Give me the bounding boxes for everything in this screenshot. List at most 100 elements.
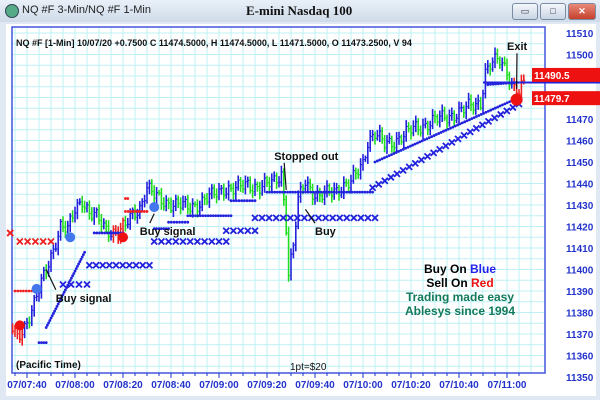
annotation-label: Buy: [315, 226, 337, 238]
stop-dot: [366, 190, 369, 194]
stop-dot: [327, 190, 331, 194]
legend-sell: Sell On Red: [390, 276, 530, 290]
legend-buy: Buy On Blue: [390, 262, 530, 276]
stop-dot: [427, 136, 431, 140]
stop-dot: [196, 214, 200, 218]
stop-x-marker: [375, 180, 383, 188]
x-tick-label: 07/10:40: [439, 380, 479, 391]
stop-dot: [470, 117, 474, 121]
stop-dot: [211, 214, 215, 218]
stop-dot: [167, 227, 171, 231]
stop-dot: [319, 190, 323, 194]
legend-blue: Blue: [470, 262, 497, 276]
stop-x-marker: [59, 280, 67, 289]
annotation-label: Buy signal: [56, 293, 112, 305]
stop-x-marker: [179, 237, 187, 246]
stop-dot: [493, 106, 497, 110]
stop-x-marker: [321, 214, 330, 222]
stop-dot: [108, 231, 112, 235]
stop-x-marker: [6, 229, 14, 237]
stop-dot: [479, 113, 483, 116]
stop-dot: [204, 214, 207, 218]
stop-dot: [283, 190, 287, 194]
price-tag-label: 11479.7: [534, 94, 570, 105]
stop-dot: [44, 326, 48, 329]
stop-x-marker: [99, 261, 107, 269]
stop-dot: [311, 190, 315, 194]
stop-dot: [501, 103, 504, 107]
maximize-button[interactable]: □: [540, 3, 566, 20]
stop-x-marker: [490, 114, 499, 122]
stop-dot: [418, 140, 422, 144]
stop-x-marker: [172, 237, 180, 246]
stop-x-marker: [236, 227, 245, 235]
y-tick-label: 11370: [566, 330, 594, 341]
stop-dot: [348, 190, 351, 194]
stop-dot: [489, 108, 493, 112]
stop-dot: [132, 210, 135, 213]
stop-dot: [175, 220, 179, 224]
stop-x-marker: [145, 261, 154, 269]
stop-dot: [199, 214, 202, 218]
stop-x-marker: [293, 214, 301, 222]
stop-dot: [42, 341, 46, 344]
stop-dot: [27, 289, 31, 293]
stop-dot: [209, 214, 213, 218]
stop-dot: [155, 227, 159, 231]
stop-x-marker: [429, 149, 438, 157]
stop-dot: [224, 214, 228, 218]
stop-dot: [229, 214, 233, 218]
stop-dot: [451, 125, 455, 129]
stop-dot: [19, 289, 22, 293]
stop-dot: [486, 109, 490, 113]
stop-x-marker: [208, 237, 216, 246]
stop-dot: [157, 227, 161, 231]
title-bar: NQ #F 3-Min/NQ #F 1-Min E-mini Nasdaq 10…: [0, 0, 600, 22]
stop-dot: [363, 190, 367, 194]
stop-dot: [345, 190, 349, 194]
stop-dot: [286, 190, 290, 194]
y-tick-label: 11440: [566, 180, 594, 191]
stop-x-marker: [371, 214, 379, 222]
stop-x-marker: [47, 237, 55, 246]
stop-dot: [288, 190, 292, 194]
stop-dot: [324, 190, 328, 194]
stop-dot: [113, 231, 117, 235]
stop-dot: [306, 190, 310, 194]
stop-dot: [496, 105, 500, 109]
stop-dot: [78, 260, 82, 264]
stop-x-marker: [272, 214, 280, 222]
price-tag-label: 11490.5: [534, 71, 570, 82]
stop-dot: [401, 147, 405, 151]
stop-x-marker: [454, 135, 462, 143]
stop-x-marker: [279, 214, 287, 222]
stop-dot: [152, 227, 156, 231]
stop-dot: [293, 190, 297, 194]
close-button[interactable]: ✕: [568, 3, 596, 20]
stop-dot: [24, 289, 28, 293]
stop-x-marker: [448, 138, 456, 147]
stop-dot: [309, 190, 313, 194]
stop-dot: [268, 190, 271, 194]
stop-dot: [98, 231, 101, 235]
stop-dot: [13, 289, 17, 293]
stop-x-marker: [83, 280, 91, 289]
stop-dot: [353, 190, 356, 194]
stop-dot: [116, 231, 120, 235]
stop-dot: [48, 319, 52, 322]
stop-x-marker: [75, 280, 83, 289]
minimize-button[interactable]: ▭: [512, 3, 538, 20]
stop-dot: [460, 121, 464, 125]
stop-dot: [229, 199, 233, 203]
stop-dot: [221, 214, 225, 218]
stop-dot: [387, 154, 391, 158]
stop-dot: [59, 297, 62, 301]
stop-dot: [16, 289, 20, 293]
y-tick-label: 11360: [566, 352, 594, 363]
y-tick-label: 11510: [566, 29, 594, 40]
y-tick-label: 11400: [566, 266, 594, 277]
x-tick-label: 07/08:40: [151, 380, 191, 391]
app-icon: [5, 4, 19, 18]
stop-dot: [265, 190, 269, 194]
